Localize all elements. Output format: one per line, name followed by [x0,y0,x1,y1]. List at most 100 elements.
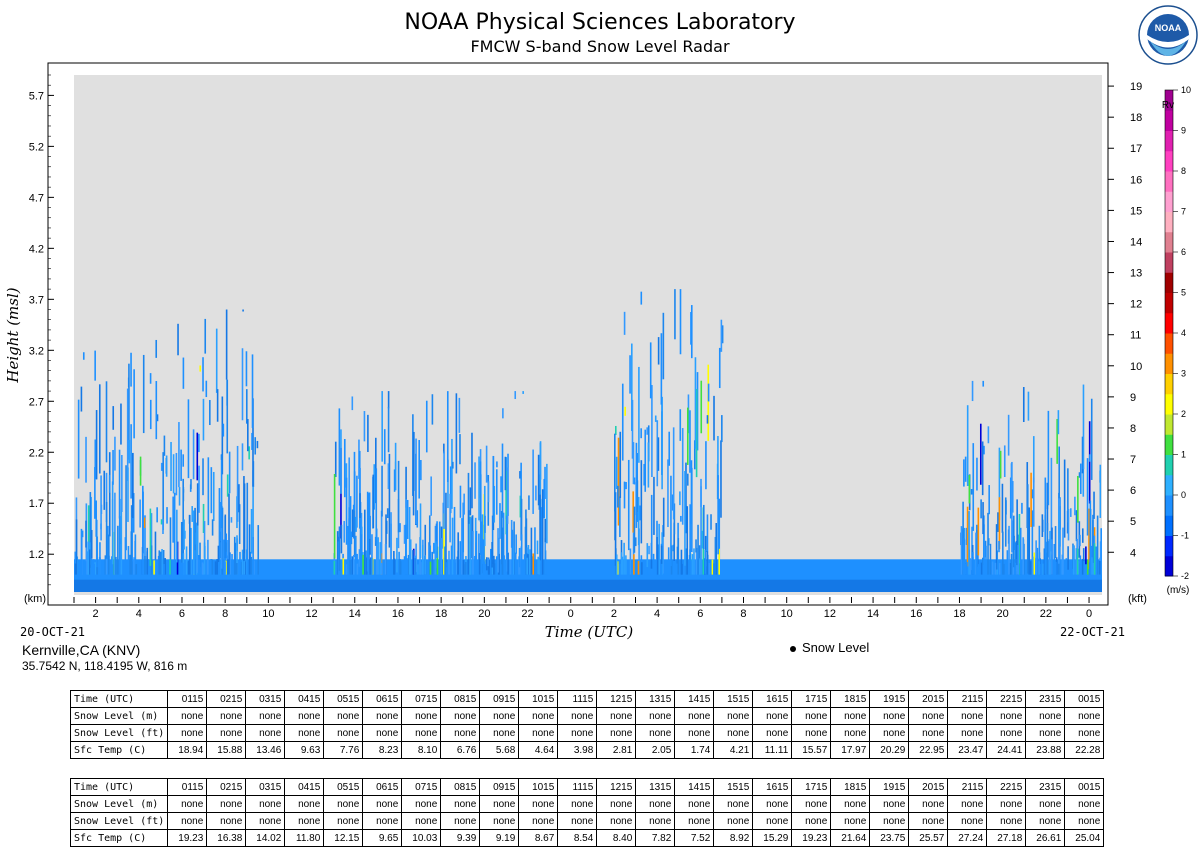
station-name: Kernville,CA (KNV) [22,642,141,658]
echo-streak [221,505,223,512]
echo-streak [1079,463,1082,494]
echo-streak [371,534,373,575]
echo-streak [624,406,626,416]
echo-streak [431,394,434,425]
echo-streak [381,465,383,517]
table-cell: none [167,812,208,830]
table-cell: none [206,795,247,813]
echo-streak [351,509,354,538]
echo-streak [634,537,637,547]
echo-streak [509,559,512,575]
echo-streak [1042,563,1044,575]
echo-streak [991,561,994,575]
table-cell: 8.23 [362,741,403,759]
plot-background [74,75,1102,595]
table-cell: none [401,812,442,830]
echo-streak [150,545,153,575]
echo-streak [220,454,223,529]
echo-streak [625,555,627,575]
table-cell: none [1025,812,1066,830]
colorbar-swatch [1165,272,1173,293]
echo-streak [351,556,354,575]
x-tick-label: 10 [262,608,274,620]
table-cell: 9.63 [284,741,325,759]
echo-streak [662,525,664,574]
echo-streak [1016,499,1018,566]
echo-streak [1075,510,1078,542]
echo-streak [1035,540,1037,575]
echo-streak [1081,559,1084,575]
echo-streak [968,474,971,504]
echo-streak [236,445,239,522]
echo-streak [169,517,172,575]
table-cell: 1015 [518,778,559,796]
echo-streak [1004,497,1007,547]
y-axis-left: 1.2 1.7 2.2 2.7 3.2 3.7 4.2 4.7 5.2 5.7 [29,74,54,586]
echo-streak [696,372,699,451]
table-cell: none [635,707,676,725]
echo-streak [1033,552,1036,575]
echo-streak [662,497,665,537]
echo-streak [981,441,984,496]
echo-streak [96,544,98,568]
echo-streak [502,512,505,571]
echo-streak [998,447,1001,521]
echo-streak [459,434,461,465]
echo-streak [120,403,122,445]
echo-streak [646,543,649,568]
echo-streak [639,505,641,521]
y-left-tick-label: 2.2 [29,447,44,459]
table-cell: 2.05 [635,741,676,759]
echo-streak [962,501,964,575]
table-cell: 11.80 [284,829,325,847]
echo-streak [133,369,135,439]
echo-streak [118,449,121,519]
echo-streak [154,531,157,561]
end-date: 22-OCT-21 [1060,625,1125,639]
colorbar-tick-label: 4 [1181,328,1186,338]
echo-streak [164,558,166,575]
echo-streak [453,506,456,573]
echo-streak [1003,563,1005,575]
table-cell: none [791,724,832,742]
echo-streak [379,542,382,575]
echo-streak [399,523,401,533]
echo-streak [715,523,718,575]
echo-streak [1092,514,1094,563]
echo-streak [349,496,352,574]
table-cell: none [713,707,754,725]
echo-streak [412,550,414,575]
table-cell: 27.24 [947,829,988,847]
echo-streak [496,461,498,468]
echo-streak [700,530,703,549]
table-cell: none [596,724,637,742]
echo-streak [526,557,528,575]
table-cell: 9.39 [440,829,481,847]
echo-streak [117,525,119,575]
echo-streak [372,474,375,529]
table-cell: 0415 [284,778,325,796]
echo-streak [204,318,207,354]
echo-streak [479,474,482,556]
echo-streak [1010,553,1013,575]
echo-streak [342,558,345,575]
echo-streak [641,562,643,575]
echo-streak [667,547,670,563]
echo-streak [415,438,417,525]
echo-streak [75,519,78,575]
echo-streak [172,496,174,543]
echo-streak [89,492,92,565]
echo-streak [434,541,437,568]
table-cell: none [1064,724,1105,742]
echo-streak [359,493,361,518]
table-cell: 1715 [791,690,832,708]
table-cell: none [752,724,793,742]
echo-streak [1016,558,1018,575]
table-cell: 1215 [596,778,637,796]
echo-streak [405,524,407,575]
echo-streak [1086,559,1089,575]
echo-streak [203,542,206,575]
row-label: Snow Level (ft) [69,812,169,830]
echo-streak [518,547,521,563]
echo-streak [445,562,447,575]
